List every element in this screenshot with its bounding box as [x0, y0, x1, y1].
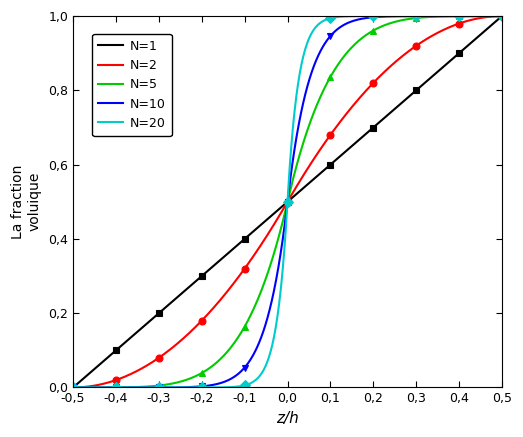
N=2: [404, 49, 411, 55]
N=5: [404, 17, 411, 22]
N=2: [70, 385, 76, 390]
N=5: [114, 385, 120, 390]
N=10: [494, 14, 500, 19]
N=5: [499, 14, 505, 19]
N=10: [499, 14, 505, 19]
N=2: [499, 14, 505, 19]
N=1: [499, 14, 505, 19]
N=20: [404, 14, 411, 19]
N=20: [243, 382, 249, 388]
N=2: [243, 264, 249, 269]
N=20: [412, 14, 418, 19]
N=1: [114, 347, 120, 352]
N=2: [259, 241, 265, 246]
Line: N=5: N=5: [73, 16, 502, 388]
N=2: [114, 377, 120, 382]
N=5: [259, 286, 265, 291]
Line: N=2: N=2: [73, 16, 502, 388]
N=5: [70, 385, 76, 390]
N=10: [365, 15, 371, 21]
N=20: [499, 14, 505, 19]
N=10: [404, 14, 411, 19]
N=5: [365, 31, 371, 37]
N=10: [114, 385, 120, 390]
Legend: N=1, N=2, N=5, N=10, N=20: N=1, N=2, N=5, N=10, N=20: [92, 34, 172, 136]
N=20: [114, 385, 120, 390]
Line: N=1: N=1: [73, 16, 502, 388]
N=1: [365, 130, 371, 135]
X-axis label: z/h: z/h: [276, 411, 299, 426]
N=1: [70, 385, 76, 390]
Line: N=20: N=20: [73, 16, 502, 388]
N=10: [243, 363, 249, 368]
N=20: [259, 370, 265, 375]
N=5: [412, 15, 418, 21]
N=10: [70, 385, 76, 390]
N=20: [465, 14, 471, 19]
N=2: [412, 44, 418, 49]
N=20: [70, 385, 76, 390]
N=10: [412, 14, 418, 19]
Y-axis label: La fraction
voluique: La fraction voluique: [11, 165, 41, 239]
N=10: [259, 333, 265, 338]
N=20: [365, 14, 371, 19]
N=1: [404, 95, 411, 101]
N=2: [365, 87, 371, 92]
N=1: [412, 89, 418, 94]
N=1: [243, 235, 249, 240]
N=1: [259, 221, 265, 226]
Line: N=10: N=10: [73, 16, 502, 388]
N=5: [243, 321, 249, 326]
